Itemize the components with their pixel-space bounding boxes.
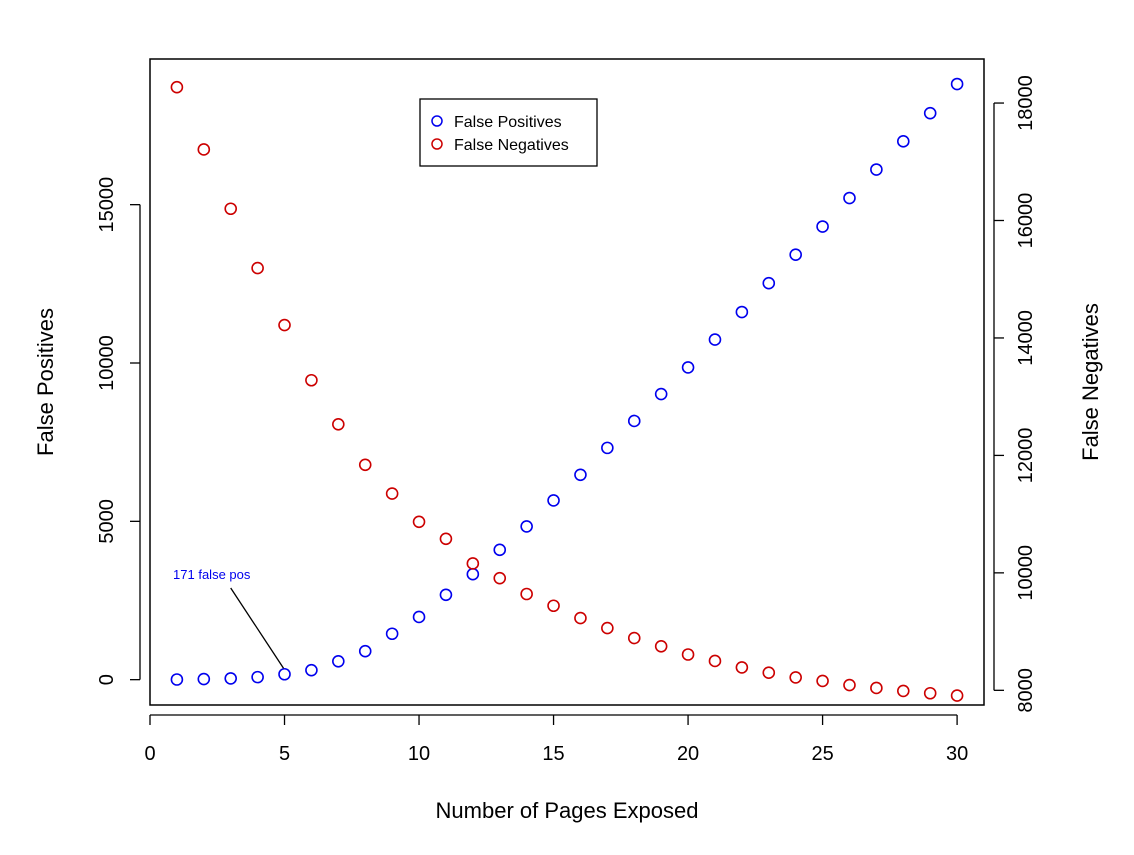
x-tick-label: 30	[946, 743, 968, 765]
point-false-positives	[654, 387, 668, 401]
x-tick-label: 25	[811, 743, 833, 765]
y-right-tick-label: 8000	[1015, 668, 1037, 713]
point-false-positives	[896, 135, 910, 148]
point-false-negatives	[762, 666, 776, 680]
point-false-negatives	[224, 202, 238, 216]
point-false-positives	[358, 644, 372, 658]
point-false-positives	[789, 248, 802, 261]
point-false-positives	[439, 588, 453, 602]
y-right-tick-label: 16000	[1015, 193, 1037, 249]
point-false-positives	[547, 494, 560, 507]
x-axis: 0 5 10 15 20 25 30	[144, 714, 968, 765]
legend-label-false-negatives: False Negatives	[454, 137, 569, 154]
point-false-positives	[843, 191, 856, 205]
point-false-negatives	[332, 417, 345, 431]
annotation-pointer	[230, 587, 285, 669]
point-false-positives	[735, 305, 749, 319]
point-false-positives	[870, 163, 883, 176]
point-false-negatives	[170, 80, 184, 94]
annotation: 171 false pos	[173, 567, 285, 669]
x-tick-label: 20	[677, 743, 699, 765]
y-axis-left: 0 5000 10000 15000	[96, 177, 141, 685]
y-right-tick-label: 10000	[1015, 545, 1037, 601]
point-false-negatives	[412, 515, 426, 529]
legend-box	[419, 98, 598, 167]
point-false-positives	[681, 361, 695, 374]
point-false-positives	[466, 567, 480, 581]
point-false-positives	[493, 543, 507, 557]
x-tick-label: 5	[279, 743, 290, 765]
point-false-negatives	[950, 689, 964, 702]
point-false-negatives	[789, 671, 802, 684]
x-tick-label: 0	[144, 743, 155, 765]
point-false-negatives	[547, 599, 560, 613]
point-false-negatives	[574, 611, 587, 625]
point-false-negatives	[278, 318, 291, 332]
point-false-positives	[385, 627, 399, 641]
point-false-negatives	[654, 639, 668, 653]
point-false-positives	[197, 672, 211, 686]
legend: False Positives False Negatives	[419, 98, 598, 167]
point-false-negatives	[735, 661, 749, 674]
point-false-negatives	[681, 648, 695, 661]
point-false-positives	[708, 333, 722, 346]
point-false-positives	[224, 672, 238, 685]
y-left-tick-label: 5000	[96, 499, 118, 544]
legend-marker-false-positives	[431, 115, 443, 127]
x-tick-label: 10	[408, 743, 430, 765]
point-false-negatives	[385, 487, 399, 500]
annotation-label: 171 false pos	[173, 567, 251, 582]
legend-marker-false-negatives	[431, 138, 443, 150]
point-false-negatives	[439, 532, 453, 546]
point-false-negatives	[923, 686, 937, 700]
point-false-negatives	[627, 631, 641, 645]
point-false-positives	[574, 468, 587, 482]
x-tick-label: 15	[542, 743, 564, 765]
point-false-negatives	[843, 678, 856, 692]
y-right-tick-label: 18000	[1015, 75, 1037, 131]
point-false-negatives	[251, 261, 264, 275]
plot-frame	[149, 58, 985, 706]
point-false-negatives	[358, 458, 372, 472]
point-false-positives	[627, 414, 641, 428]
y-left-tick-label: 10000	[96, 335, 118, 391]
y-axis-left-title: False Positives	[33, 308, 58, 456]
point-false-positives	[278, 667, 291, 681]
point-false-positives	[762, 276, 776, 290]
point-false-positives	[251, 670, 264, 684]
y-right-tick-label: 14000	[1015, 310, 1037, 366]
y-left-tick-label: 15000	[96, 177, 118, 233]
point-false-negatives	[520, 587, 533, 601]
point-false-positives	[170, 673, 184, 686]
point-false-negatives	[870, 681, 883, 695]
point-false-negatives	[601, 621, 614, 635]
y-left-tick-label: 0	[96, 674, 118, 685]
point-false-negatives	[197, 143, 211, 156]
point-false-negatives	[493, 571, 507, 585]
point-false-positives	[520, 520, 533, 533]
x-axis-title: Number of Pages Exposed	[436, 798, 699, 823]
point-false-negatives	[466, 557, 480, 570]
point-false-positives	[816, 220, 829, 233]
point-false-positives	[601, 441, 614, 455]
legend-label-false-positives: False Positives	[454, 114, 562, 131]
point-false-negatives	[708, 654, 722, 668]
y-axis-right: 8000 10000 12000 14000 16000 18000	[993, 75, 1037, 713]
point-false-negatives	[305, 373, 318, 387]
point-false-negatives	[816, 674, 829, 688]
point-false-positives	[412, 610, 426, 624]
point-false-positives	[923, 106, 937, 120]
point-false-negatives	[896, 684, 910, 698]
point-false-positives	[332, 654, 345, 668]
y-right-tick-label: 12000	[1015, 428, 1037, 484]
y-axis-right-title: False Negatives	[1078, 303, 1103, 461]
point-false-positives	[305, 663, 318, 677]
point-false-positives	[950, 77, 964, 91]
data-points	[170, 77, 964, 702]
